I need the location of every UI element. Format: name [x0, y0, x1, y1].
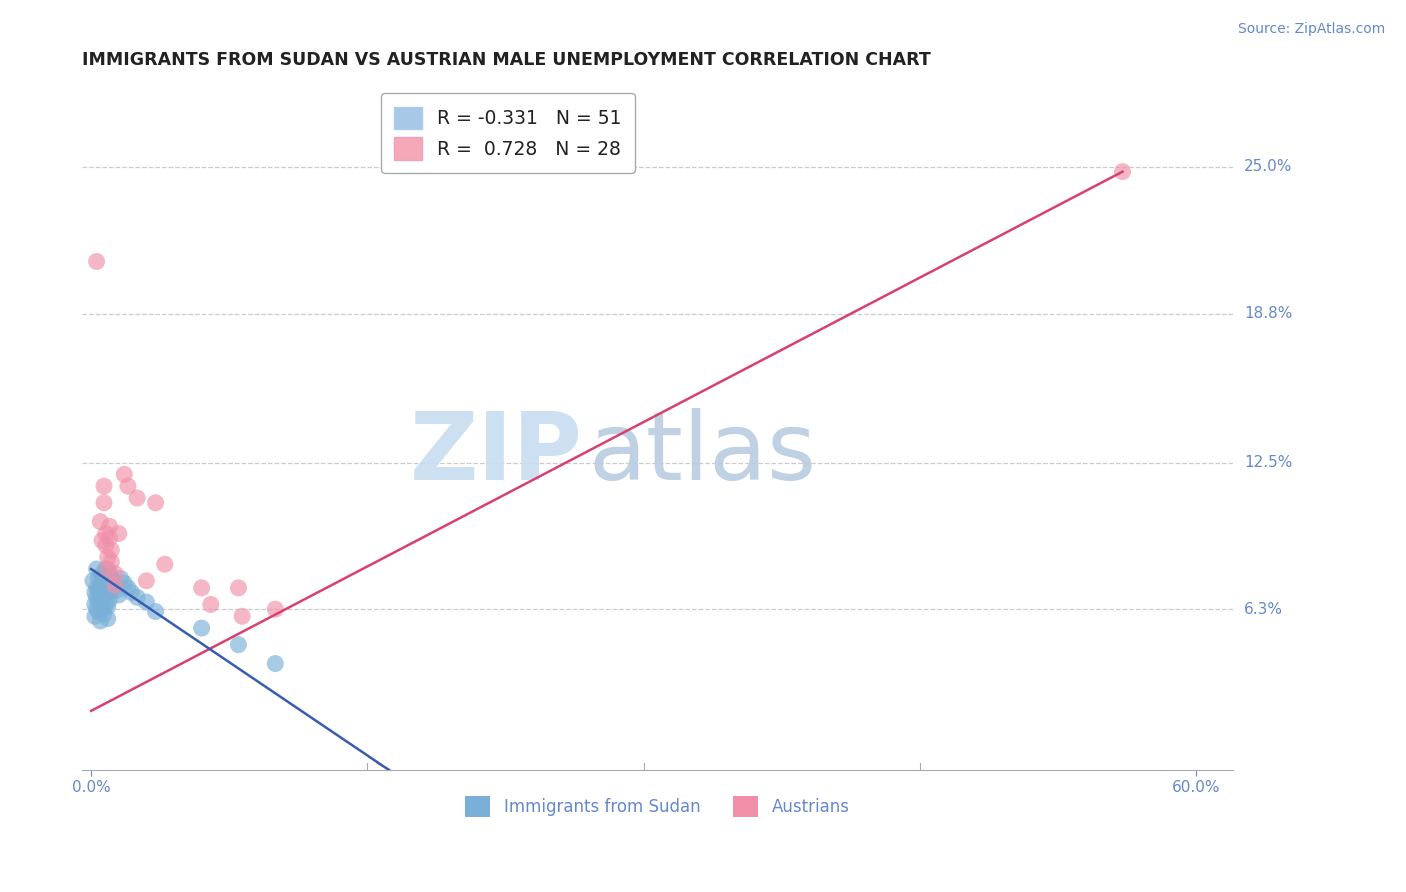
Point	[105, 583, 128, 598]
Point	[97, 588, 120, 602]
Text: atlas: atlas	[589, 409, 817, 500]
Point	[91, 533, 114, 548]
Point	[93, 569, 115, 583]
Point	[97, 612, 120, 626]
Point	[94, 526, 117, 541]
Point	[91, 566, 114, 581]
Point	[127, 491, 149, 505]
Point	[228, 638, 250, 652]
Point	[94, 538, 117, 552]
Point	[100, 555, 122, 569]
Point	[200, 598, 222, 612]
Point	[107, 588, 129, 602]
Point	[97, 550, 120, 565]
Text: 6.3%: 6.3%	[1244, 602, 1284, 616]
Point	[91, 578, 114, 592]
Point	[83, 609, 105, 624]
Point	[87, 592, 110, 607]
Point	[231, 609, 253, 624]
Point	[112, 467, 135, 482]
Point	[83, 585, 105, 599]
Point	[86, 602, 108, 616]
Point	[145, 496, 167, 510]
Point	[145, 605, 167, 619]
Point	[117, 479, 139, 493]
Point	[83, 598, 105, 612]
Legend: Immigrants from Sudan, Austrians: Immigrants from Sudan, Austrians	[458, 789, 856, 823]
Point	[112, 576, 135, 591]
Point	[103, 574, 125, 588]
Point	[94, 585, 117, 599]
Point	[1111, 164, 1133, 178]
Point	[104, 578, 127, 592]
Point	[100, 543, 122, 558]
Point	[86, 562, 108, 576]
Point	[104, 566, 127, 581]
Text: 12.5%: 12.5%	[1244, 455, 1292, 470]
Point	[82, 574, 104, 588]
Point	[264, 657, 287, 671]
Text: Source: ZipAtlas.com: Source: ZipAtlas.com	[1237, 22, 1385, 37]
Point	[89, 588, 111, 602]
Point	[89, 614, 111, 628]
Point	[93, 581, 115, 595]
Point	[104, 578, 127, 592]
Point	[135, 595, 157, 609]
Point	[97, 576, 120, 591]
Point	[98, 581, 121, 595]
Point	[91, 602, 114, 616]
Point	[94, 574, 117, 588]
Point	[110, 571, 132, 585]
Point	[98, 592, 121, 607]
Point	[97, 599, 120, 614]
Point	[86, 581, 108, 595]
Point	[135, 574, 157, 588]
Point	[97, 562, 120, 576]
Point	[91, 591, 114, 605]
Point	[93, 607, 115, 621]
Point	[93, 496, 115, 510]
Point	[127, 591, 149, 605]
Point	[94, 598, 117, 612]
Point	[89, 515, 111, 529]
Point	[86, 591, 108, 605]
Text: 18.8%: 18.8%	[1244, 306, 1292, 321]
Point	[153, 558, 176, 572]
Point	[190, 581, 212, 595]
Point	[89, 598, 111, 612]
Point	[98, 531, 121, 545]
Point	[87, 605, 110, 619]
Point	[94, 562, 117, 576]
Point	[100, 583, 122, 598]
Point	[100, 571, 122, 585]
Point	[93, 595, 115, 609]
Point	[264, 602, 287, 616]
Text: 25.0%: 25.0%	[1244, 160, 1292, 175]
Point	[98, 519, 121, 533]
Point	[228, 581, 250, 595]
Point	[98, 566, 121, 581]
Point	[190, 621, 212, 635]
Point	[121, 585, 143, 599]
Point	[87, 571, 110, 585]
Point	[117, 581, 139, 595]
Point	[89, 576, 111, 591]
Text: IMMIGRANTS FROM SUDAN VS AUSTRIAN MALE UNEMPLOYMENT CORRELATION CHART: IMMIGRANTS FROM SUDAN VS AUSTRIAN MALE U…	[82, 51, 931, 69]
Point	[87, 583, 110, 598]
Point	[107, 526, 129, 541]
Point	[93, 479, 115, 493]
Point	[86, 254, 108, 268]
Text: ZIP: ZIP	[409, 409, 582, 500]
